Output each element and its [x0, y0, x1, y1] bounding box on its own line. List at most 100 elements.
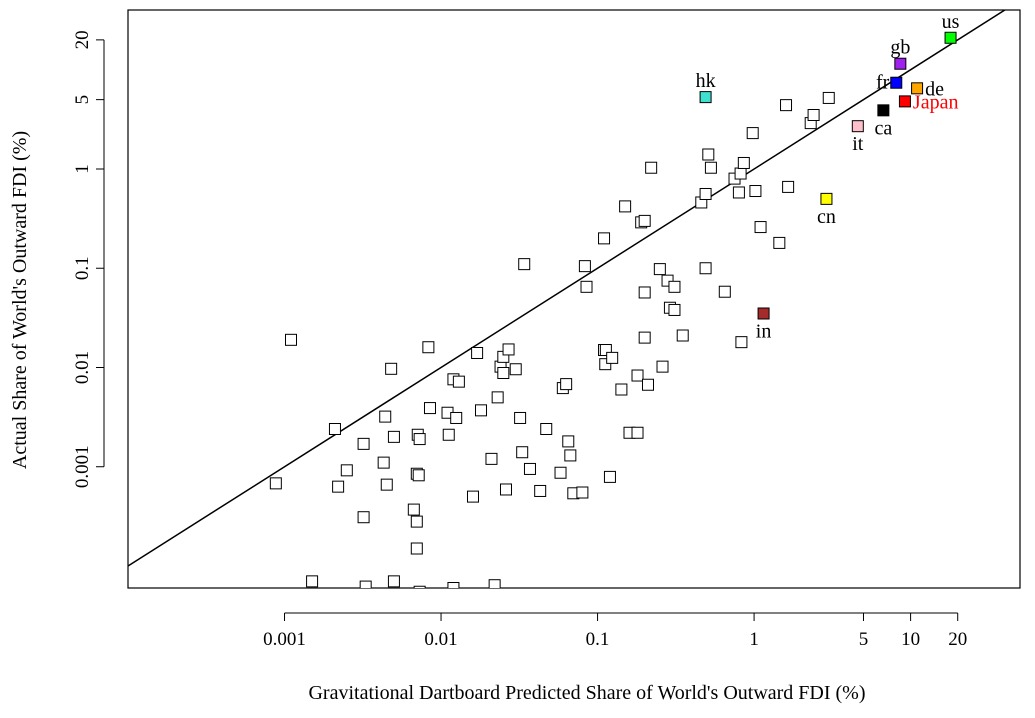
x-tick-label: 20: [948, 629, 967, 650]
data-point: [422, 341, 435, 354]
point-label-us: us: [942, 11, 960, 33]
reference-line-layer: [128, 10, 1007, 567]
data-point: [562, 435, 575, 448]
point-fr: [890, 76, 903, 89]
reference-line: [128, 10, 1007, 567]
data-point: [328, 423, 341, 436]
y-tick-label: 1: [72, 164, 93, 174]
data-point: [631, 426, 644, 439]
data-point: [332, 480, 345, 493]
x-tick-label: 10: [901, 629, 920, 650]
data-point: [564, 449, 577, 462]
point-label-hk: hk: [696, 70, 716, 92]
data-point: [807, 109, 820, 122]
point-label-fr: fr: [876, 72, 890, 94]
data-point: [638, 214, 651, 227]
point-cn: [820, 192, 833, 205]
point-label-gb: gb: [890, 37, 910, 59]
data-point: [387, 575, 400, 588]
data-point: [516, 446, 529, 459]
data-point: [387, 430, 400, 443]
data-point: [732, 186, 745, 199]
x-tick-label: 0.1: [586, 629, 610, 650]
data-point: [534, 484, 547, 497]
points-layer: [269, 91, 835, 588]
data-point: [773, 236, 786, 249]
data-point: [357, 511, 370, 524]
data-point: [474, 404, 487, 417]
data-point: [638, 331, 651, 344]
point-japan: [898, 95, 911, 108]
x-tick-label: 0.01: [424, 629, 457, 650]
data-point: [734, 167, 747, 180]
data-point: [638, 286, 651, 299]
point-label-in: in: [756, 320, 772, 342]
data-point: [385, 362, 398, 375]
data-point: [410, 515, 423, 528]
data-point: [676, 329, 689, 342]
data-point: [718, 285, 731, 298]
data-point: [380, 478, 393, 491]
data-point: [518, 258, 531, 271]
data-point: [560, 378, 573, 391]
data-point: [488, 579, 501, 588]
data-point: [466, 490, 479, 503]
data-point: [514, 411, 527, 424]
x-tick-label: 1: [749, 629, 759, 650]
data-point: [450, 411, 463, 424]
data-point: [735, 336, 748, 349]
point-de: [911, 82, 924, 95]
data-point: [737, 156, 750, 169]
x-tick-label: 5: [859, 629, 869, 650]
data-point: [704, 161, 717, 174]
point-label-it: it: [852, 133, 864, 155]
data-point: [668, 280, 681, 293]
data-point: [497, 367, 510, 380]
data-point: [749, 185, 762, 198]
point-label-ca: ca: [874, 117, 892, 139]
point-in: [757, 307, 770, 320]
point-hk: [699, 91, 712, 104]
data-point: [754, 221, 767, 234]
data-point: [423, 402, 436, 415]
data-point: [359, 580, 372, 588]
data-point: [410, 542, 423, 555]
x-axis-title: Gravitational Dartboard Predicted Share …: [308, 682, 865, 704]
data-point: [306, 575, 319, 588]
y-axis-title: Actual Share of World's Outward FDI (%): [9, 131, 31, 469]
point-label-cn: cn: [817, 206, 836, 228]
point-label-japan: Japan: [913, 91, 959, 113]
data-point: [641, 378, 654, 391]
point-it: [851, 120, 864, 133]
x-axis: 0.001 0.01 0.1 1 5 10 20: [263, 612, 967, 650]
data-point: [578, 260, 591, 273]
data-point: [599, 358, 612, 371]
data-point: [645, 161, 658, 174]
data-point: [576, 486, 589, 499]
y-tick-label: 0.001: [72, 445, 93, 488]
data-point: [471, 346, 484, 359]
data-point: [491, 391, 504, 404]
data-point: [502, 343, 515, 356]
x-tick-label: 0.001: [263, 629, 306, 650]
data-point: [615, 383, 628, 396]
point-gb: [894, 57, 907, 70]
data-point: [603, 470, 616, 483]
data-point: [780, 99, 793, 112]
data-point: [606, 351, 619, 364]
data-point: [447, 582, 460, 588]
data-point: [668, 303, 681, 316]
data-point: [653, 263, 666, 276]
data-point: [702, 148, 715, 161]
data-point: [407, 503, 420, 516]
data-point: [523, 462, 536, 475]
plot-frame: [127, 9, 1021, 589]
data-point: [340, 464, 353, 477]
data-point: [822, 91, 835, 104]
data-point: [631, 369, 644, 382]
data-point: [540, 423, 553, 436]
data-point: [413, 433, 426, 446]
